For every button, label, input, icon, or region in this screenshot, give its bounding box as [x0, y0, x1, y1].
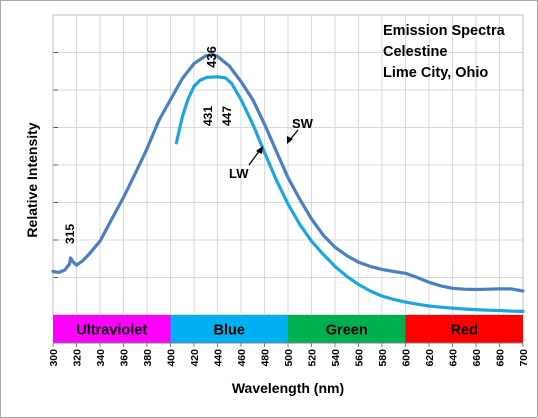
lw-arrow: [248, 149, 261, 166]
x-tick-label-640: 640: [448, 349, 460, 367]
x-tick-label-460: 460: [236, 349, 248, 367]
series-layer: [51, 52, 525, 313]
x-tick-label-380: 380: [142, 349, 154, 367]
x-tick-label-340: 340: [95, 349, 107, 367]
x-tick-label-320: 320: [72, 349, 84, 367]
spectrum-bands: Ultraviolet Blue Green Red: [53, 315, 523, 344]
peak-label-447: 447: [220, 106, 234, 126]
x-tick-label-400: 400: [166, 349, 178, 367]
x-tick-label-520: 520: [307, 349, 319, 367]
x-tick-label-540: 540: [330, 349, 342, 367]
series-line-lw: [174, 75, 525, 313]
x-tick-label-500: 500: [283, 349, 295, 367]
uv-peak-label-315: 315: [63, 224, 77, 244]
x-tick-label-700: 700: [518, 349, 530, 367]
x-tick-label-580: 580: [377, 349, 389, 367]
peak-label-431: 431: [201, 106, 215, 126]
x-tick-label-600: 600: [401, 349, 413, 367]
band-label-red: Red: [451, 323, 478, 339]
x-tick-label-420: 420: [189, 349, 201, 367]
lw-series-label: LW: [229, 166, 249, 181]
inset-title-line-1: Emission Spectra: [383, 23, 506, 39]
band-green: [288, 315, 406, 343]
lw-arrowhead: [256, 146, 263, 154]
x-tick-label-360: 360: [119, 349, 131, 367]
x-tick-label-660: 660: [471, 349, 483, 367]
sw-arrowhead: [287, 136, 293, 144]
inset-title-line-2: Celestine: [383, 44, 447, 60]
x-tick-label-300: 300: [48, 349, 60, 367]
x-axis-title: Wavelength (nm): [232, 380, 344, 396]
peak-label-436: 436: [204, 46, 219, 68]
band-ultraviolet: [53, 315, 171, 343]
band-red: [405, 315, 523, 343]
series-line-sw: [51, 52, 525, 293]
x-tick-label-440: 440: [213, 349, 225, 367]
band-label-ultraviolet: Ultraviolet: [76, 323, 147, 339]
band-label-blue: Blue: [214, 323, 245, 339]
x-tick-label-620: 620: [424, 349, 436, 367]
x-tick-label-480: 480: [260, 349, 272, 367]
band-label-green: Green: [326, 323, 368, 339]
x-tick-label-560: 560: [354, 349, 366, 367]
band-blue: [170, 315, 288, 343]
grid: [53, 15, 523, 315]
x-tick-label-680: 680: [495, 349, 507, 367]
inset-title-line-3: Lime City, Ohio: [383, 65, 488, 81]
x-tick-labels: 300 320 340 360 380 400 420 440 460 480 500 520 540 5…: [48, 343, 530, 367]
y-axis-title: Relative Intensity: [24, 122, 40, 237]
sw-series-label: SW: [292, 116, 314, 131]
